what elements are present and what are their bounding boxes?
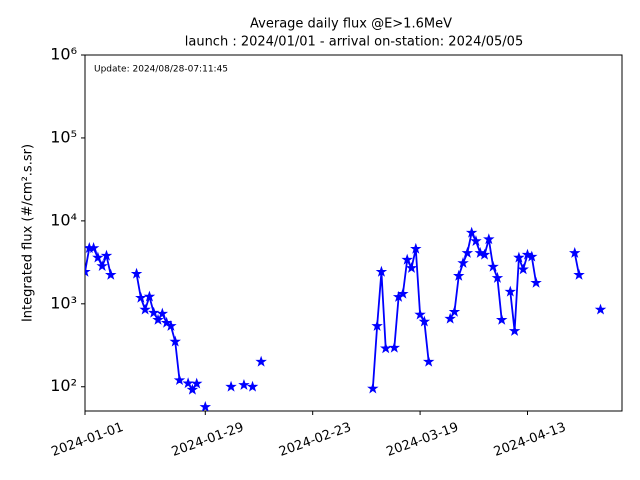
marker xyxy=(173,374,186,386)
marker xyxy=(517,263,529,275)
marker xyxy=(457,257,469,268)
marker xyxy=(569,246,581,258)
marker xyxy=(85,265,91,277)
y-tick-label: 10⁶ xyxy=(50,45,77,64)
marker xyxy=(410,242,422,254)
marker xyxy=(508,324,521,336)
marker xyxy=(470,235,482,246)
y-tick-label: 10³ xyxy=(50,293,77,312)
marker xyxy=(483,233,495,245)
marker xyxy=(418,315,431,327)
marker xyxy=(594,303,607,315)
marker xyxy=(401,253,413,265)
marker xyxy=(465,226,478,238)
marker xyxy=(491,271,504,283)
marker xyxy=(448,305,461,317)
marker xyxy=(474,246,486,258)
marker xyxy=(96,260,108,271)
marker xyxy=(422,355,435,367)
x-tick-label: 2024-02-23 xyxy=(277,420,353,460)
marker xyxy=(130,267,143,279)
marker xyxy=(478,248,491,260)
marker xyxy=(165,319,177,331)
marker xyxy=(397,287,409,299)
plot-frame xyxy=(84,54,623,412)
marker xyxy=(487,260,499,272)
y-tick-label: 10² xyxy=(50,376,77,395)
marker xyxy=(453,269,465,281)
marker xyxy=(526,250,538,262)
x-tick-label: 2024-03-19 xyxy=(385,420,461,460)
marker xyxy=(186,383,199,395)
marker xyxy=(135,291,147,303)
marker xyxy=(87,242,100,253)
marker xyxy=(513,251,525,263)
x-tick-label: 2024-04-13 xyxy=(492,420,568,460)
marker xyxy=(521,248,534,260)
marker xyxy=(92,251,104,263)
chart-subtitle: launch : 2024/01/01 - arrival on-station… xyxy=(185,35,523,50)
marker xyxy=(495,313,508,325)
marker xyxy=(504,285,517,297)
y-tick-label: 10⁴ xyxy=(50,210,77,229)
marker xyxy=(139,303,151,315)
marker xyxy=(375,265,388,277)
marker xyxy=(371,319,383,331)
marker xyxy=(461,246,474,258)
marker xyxy=(199,400,212,411)
x-tick-label: 2024-01-01 xyxy=(49,420,125,460)
annotation: Update: 2024/08/28-07:11:45 xyxy=(94,65,228,75)
marker xyxy=(225,380,237,392)
marker xyxy=(405,262,418,273)
marker xyxy=(367,382,379,394)
marker xyxy=(143,290,156,302)
marker xyxy=(148,306,160,318)
marker xyxy=(152,313,164,325)
marker xyxy=(255,355,267,367)
marker xyxy=(190,377,203,389)
marker xyxy=(530,276,542,288)
marker xyxy=(414,308,426,320)
marker xyxy=(100,249,113,261)
marker xyxy=(388,341,401,353)
marker xyxy=(379,342,392,354)
marker xyxy=(573,268,585,280)
marker xyxy=(156,307,169,319)
marker xyxy=(169,335,181,347)
x-tick-label: 2024-01-29 xyxy=(170,420,246,460)
chart-title: Average daily flux @E>1.6MeV xyxy=(250,17,452,32)
y-tick-label: 10⁵ xyxy=(50,127,77,146)
marker xyxy=(444,312,456,324)
marker xyxy=(238,378,250,390)
marker xyxy=(246,380,259,392)
y-axis-label: Integrated flux (#/cm².s.sr) xyxy=(21,144,36,322)
plot-area xyxy=(85,226,607,411)
marker xyxy=(105,268,117,280)
marker xyxy=(182,377,194,389)
